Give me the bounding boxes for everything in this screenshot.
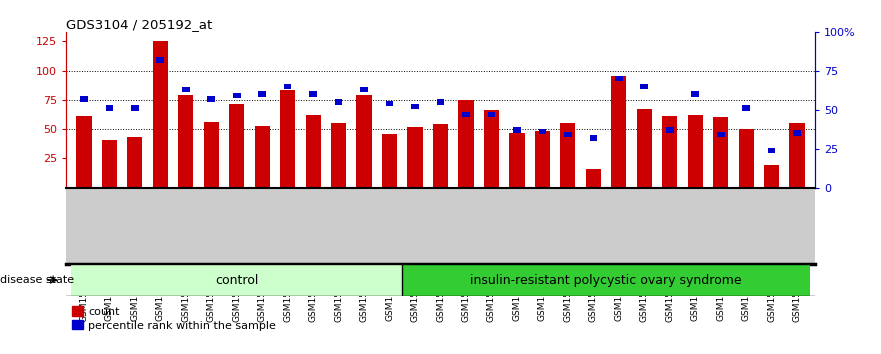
- Bar: [738, 129, 754, 188]
- Bar: [463, 112, 470, 117]
- Bar: [357, 95, 372, 188]
- Bar: [207, 96, 215, 102]
- Bar: [509, 133, 524, 188]
- Bar: [131, 105, 138, 111]
- Bar: [101, 139, 117, 188]
- Bar: [382, 134, 397, 188]
- Bar: [615, 76, 623, 81]
- Bar: [692, 91, 699, 97]
- Bar: [535, 131, 550, 188]
- Bar: [71, 264, 403, 296]
- Bar: [284, 84, 292, 89]
- Bar: [666, 127, 674, 133]
- Bar: [152, 41, 168, 188]
- Bar: [717, 132, 724, 137]
- Bar: [713, 118, 729, 188]
- Bar: [335, 99, 343, 105]
- Bar: [538, 129, 546, 134]
- Bar: [640, 84, 648, 89]
- Bar: [178, 95, 194, 188]
- Bar: [407, 127, 423, 188]
- Bar: [331, 123, 346, 188]
- Text: disease state: disease state: [0, 275, 74, 285]
- Bar: [611, 76, 626, 188]
- Bar: [127, 137, 143, 188]
- Bar: [204, 122, 218, 188]
- Bar: [437, 99, 444, 105]
- Bar: [513, 127, 521, 133]
- Bar: [687, 115, 703, 188]
- Bar: [77, 116, 92, 188]
- Bar: [106, 105, 113, 111]
- Bar: [306, 115, 321, 188]
- Bar: [258, 91, 266, 97]
- Bar: [157, 57, 164, 63]
- Bar: [560, 123, 575, 188]
- Bar: [309, 91, 317, 97]
- Bar: [458, 100, 474, 188]
- Bar: [637, 109, 652, 188]
- Bar: [386, 101, 394, 106]
- Bar: [229, 104, 244, 188]
- Bar: [280, 90, 295, 188]
- Bar: [663, 116, 677, 188]
- Text: GDS3104 / 205192_at: GDS3104 / 205192_at: [66, 18, 212, 31]
- Bar: [789, 123, 804, 188]
- Bar: [80, 96, 88, 102]
- Bar: [586, 169, 601, 188]
- Bar: [403, 264, 810, 296]
- Bar: [484, 110, 499, 188]
- Text: insulin-resistant polycystic ovary syndrome: insulin-resistant polycystic ovary syndr…: [470, 274, 742, 286]
- Bar: [411, 104, 418, 109]
- Bar: [764, 165, 780, 188]
- Bar: [255, 126, 270, 188]
- Bar: [564, 132, 572, 137]
- Text: control: control: [215, 274, 258, 286]
- Bar: [487, 112, 495, 117]
- Bar: [433, 124, 448, 188]
- Bar: [768, 148, 775, 153]
- Bar: [233, 93, 241, 98]
- Bar: [743, 105, 750, 111]
- Legend: count, percentile rank within the sample: count, percentile rank within the sample: [71, 307, 276, 331]
- Bar: [793, 130, 801, 136]
- Bar: [360, 87, 368, 92]
- Bar: [182, 87, 189, 92]
- Bar: [589, 135, 597, 141]
